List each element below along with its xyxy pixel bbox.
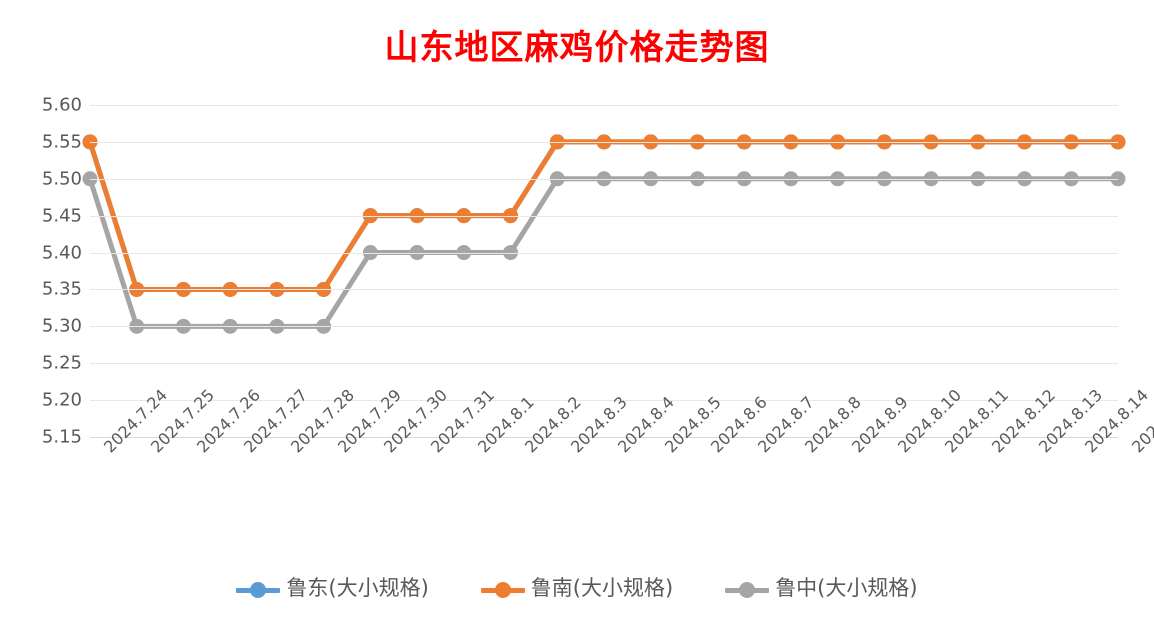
chart-title: 山东地区麻鸡价格走势图 xyxy=(384,28,770,68)
x-axis-tick-label: 2024.8.1 xyxy=(473,392,538,457)
x-axis-tick-label: 2024.7.31 xyxy=(427,385,499,457)
gridline xyxy=(90,400,1118,402)
y-axis: 5.60 5.55 5.50 5.45 5.40 5.35 5.30 5.25 5.20 5.15 xyxy=(10,95,82,448)
y-axis-tick-label: 5.35 xyxy=(41,278,82,300)
gridline xyxy=(90,105,1118,106)
y-axis-tick-label: 5.45 xyxy=(41,205,82,227)
x-axis-tick-label: 2024.8.8 xyxy=(800,392,865,457)
legend-swatch-icon xyxy=(480,581,525,598)
x-axis-tick-label: 2024.7.24 xyxy=(100,385,172,457)
x-axis-tick-label: 2024.7.25 xyxy=(146,385,218,457)
chart-legend: 鲁东(大小规格) 鲁南(大小规格) 鲁中(大小规格) xyxy=(0,578,1154,601)
x-axis-tick-label: 2024.8.14 xyxy=(1081,385,1153,457)
x-axis-tick-label: 2024.8.4 xyxy=(614,392,678,457)
x-axis-tick-label: 2024.8.7 xyxy=(754,392,818,457)
legend-item-3[interactable]: 鲁中(大小规格) xyxy=(725,576,918,601)
data-point[interactable] xyxy=(1110,134,1126,150)
gridline xyxy=(90,326,1118,328)
legend-label: 鲁南(大小规格) xyxy=(530,576,674,600)
y-axis-tick-label: 5.30 xyxy=(41,315,82,337)
legend-label: 鲁东(大小规格) xyxy=(286,576,429,600)
x-axis-tick-label: 2024.7.29 xyxy=(333,385,405,457)
x-axis-line xyxy=(90,437,1118,438)
series-layer xyxy=(82,134,1126,334)
x-axis-tick-label: 2024.8.5 xyxy=(660,392,725,457)
plot-area xyxy=(82,105,1126,438)
gridline xyxy=(90,252,1118,254)
x-axis-tick-label: 2024.8.3 xyxy=(567,392,632,457)
legend-swatch-icon xyxy=(725,581,770,598)
x-axis-tick-label: 2024.8.11 xyxy=(941,385,1013,457)
legend-swatch-icon xyxy=(236,581,281,598)
y-axis-tick-label: 5.25 xyxy=(41,352,82,374)
x-axis-tick-label: 2024.8.15 xyxy=(1128,385,1154,457)
x-axis-tick-label: 2024.7.27 xyxy=(240,385,312,457)
x-axis-tick-label: 2024.8.6 xyxy=(707,392,772,457)
x-axis-tick-label: 2024.8.10 xyxy=(894,385,966,457)
x-axis-tick-label: 2024.8.9 xyxy=(847,392,912,457)
legend-item-1[interactable]: 鲁东(大小规格) xyxy=(236,576,429,601)
gridline xyxy=(90,178,1118,180)
y-axis-tick-label: 5.15 xyxy=(41,426,82,448)
gridline xyxy=(90,215,1118,217)
x-axis-tick-label: 2024.7.28 xyxy=(286,385,358,457)
y-axis-tick-label: 5.55 xyxy=(41,131,82,153)
x-axis-tick-label: 2024.7.26 xyxy=(193,385,265,457)
x-axis-tick-label: 2024.8.13 xyxy=(1034,385,1106,457)
gridline xyxy=(90,289,1118,291)
y-axis-tick-label: 5.20 xyxy=(41,389,82,411)
x-axis: 2024.7.24 2024.7.25 2024.7.26 2024.7.27 2024… xyxy=(90,385,1154,563)
data-point[interactable] xyxy=(1110,171,1126,187)
y-axis-tick-label: 5.50 xyxy=(41,168,82,190)
gridline xyxy=(90,363,1118,365)
legend-item-2[interactable]: 鲁南(大小规格) xyxy=(480,576,674,601)
y-axis-tick-label: 5.60 xyxy=(41,94,82,116)
legend-label: 鲁中(大小规格) xyxy=(775,576,918,600)
gridline xyxy=(90,141,1118,143)
x-axis-tick-label: 2024.8.12 xyxy=(987,385,1059,457)
x-axis-tick-label: 2024.8.2 xyxy=(520,392,585,457)
y-axis-tick-label: 5.40 xyxy=(41,242,82,264)
x-axis-tick-label: 2024.7.30 xyxy=(380,385,452,457)
